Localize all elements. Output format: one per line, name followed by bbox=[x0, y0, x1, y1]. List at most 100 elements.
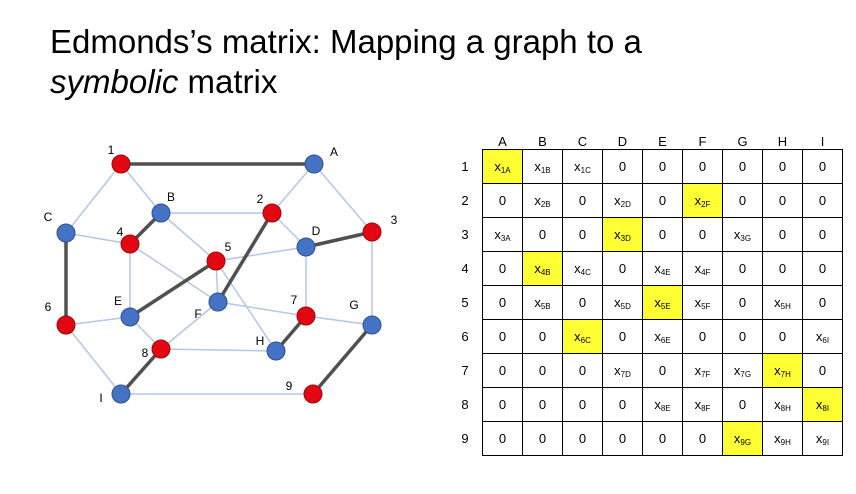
cell-value: 0 bbox=[818, 193, 827, 208]
matrix-cell: x2B bbox=[522, 183, 563, 218]
matrix-row: 2 0 x2B 0 x2D 0 x2F 0 0 0 bbox=[448, 183, 843, 218]
matrix-cell: 0 bbox=[522, 387, 563, 422]
cell-value: 0 bbox=[578, 295, 587, 310]
column-header-A: A bbox=[498, 133, 507, 149]
matrix-cell: x7D bbox=[602, 353, 643, 388]
cell-subscript: 9G bbox=[740, 437, 752, 447]
matrix-cell: 0 bbox=[562, 421, 603, 456]
cell-subscript: 4E bbox=[660, 267, 671, 277]
cell-value: x bbox=[494, 158, 501, 174]
matrix-cell: x5F bbox=[682, 285, 723, 320]
matrix-cell: x5H bbox=[762, 285, 803, 320]
cell-subscript: 1B bbox=[540, 165, 551, 175]
cell-value: 0 bbox=[498, 397, 507, 412]
cell-value: 0 bbox=[778, 261, 787, 276]
cell-subscript: 5E bbox=[660, 301, 671, 311]
cell-subscript: 7D bbox=[620, 369, 631, 379]
cell-subscript: 6I bbox=[822, 335, 830, 345]
matrix-cell: 0 bbox=[522, 353, 563, 388]
cell-value: x bbox=[815, 430, 823, 446]
matrix-cell: 0 bbox=[802, 353, 843, 388]
matrix-cell: 0 bbox=[522, 319, 563, 354]
row-header-7: 7 bbox=[461, 363, 469, 378]
matrix-cell: 0 bbox=[642, 217, 683, 252]
cell-value: 0 bbox=[738, 261, 747, 276]
matrix-cell: x9H bbox=[762, 421, 803, 456]
cell-value: x bbox=[815, 328, 823, 344]
title-line-1: Edmonds’s matrix: Mapping a graph to a bbox=[50, 23, 642, 60]
column-header-I: I bbox=[820, 133, 825, 149]
cell-value: 0 bbox=[538, 329, 547, 344]
cell-subscript: 8E bbox=[660, 403, 671, 413]
matrix-cell: x9I bbox=[802, 421, 843, 456]
matrix-cell: x1B bbox=[522, 149, 563, 184]
cell-value: 0 bbox=[818, 261, 827, 276]
cell-value: 0 bbox=[818, 363, 827, 378]
cell-value: x bbox=[694, 260, 702, 276]
matrix-cell: 0 bbox=[562, 183, 603, 218]
matrix-cell-matched: x9G bbox=[722, 421, 763, 456]
matrix-cell: x5D bbox=[602, 285, 643, 320]
matrix-cell: x8H bbox=[762, 387, 803, 422]
node-G bbox=[362, 315, 382, 335]
matrix-cell: x4E bbox=[642, 251, 683, 286]
cell-subscript: 5H bbox=[780, 301, 791, 311]
matrix-cell: x4F bbox=[682, 251, 723, 286]
edge-8-H bbox=[160, 348, 277, 352]
cell-value: x bbox=[614, 362, 621, 378]
cell-subscript: 4B bbox=[540, 267, 551, 277]
column-header-H: H bbox=[777, 133, 788, 149]
matrix-cell: 0 bbox=[802, 183, 843, 218]
cell-value: 0 bbox=[538, 227, 547, 242]
cell-value: 0 bbox=[578, 431, 587, 446]
cell-value: 0 bbox=[618, 329, 627, 344]
cell-subscript: 1A bbox=[500, 165, 511, 175]
cell-subscript: 1C bbox=[580, 165, 591, 175]
matrix-cell: 0 bbox=[562, 353, 603, 388]
cell-value: 0 bbox=[658, 431, 667, 446]
title-italic-word: symbolic bbox=[50, 63, 179, 100]
cell-value: x bbox=[774, 362, 781, 378]
row-header-5: 5 bbox=[461, 295, 469, 310]
cell-subscript: 6E bbox=[660, 335, 671, 345]
graph-nodes bbox=[56, 154, 382, 404]
cell-value: x bbox=[534, 294, 541, 310]
matrix-row: 8 0 0 0 0 x8E x8F 0 x8H x8I bbox=[448, 387, 843, 422]
matrix-cell: 0 bbox=[722, 387, 763, 422]
cell-value: x bbox=[694, 192, 702, 208]
matrix-cell: 0 bbox=[482, 251, 523, 286]
cell-value: 0 bbox=[738, 295, 747, 310]
node-label-A: A bbox=[330, 145, 338, 159]
edge-C-4 bbox=[65, 232, 131, 245]
matrix-cell-matched: x2F bbox=[682, 183, 723, 218]
cell-value: 0 bbox=[658, 227, 667, 242]
matrix-cell: 0 bbox=[642, 183, 683, 218]
cell-value: 0 bbox=[738, 329, 747, 344]
cell-value: 0 bbox=[498, 261, 507, 276]
cell-subscript: 9H bbox=[780, 437, 791, 447]
cell-subscript: 6C bbox=[580, 335, 591, 345]
node-5 bbox=[206, 251, 226, 271]
cell-value: 0 bbox=[498, 363, 507, 378]
cell-value: 0 bbox=[578, 193, 587, 208]
cell-subscript: 3A bbox=[500, 233, 511, 243]
matrix-cell: 0 bbox=[802, 149, 843, 184]
edge-1-C bbox=[65, 163, 122, 234]
matching-edge-2-F bbox=[216, 212, 274, 303]
cell-value: x bbox=[614, 294, 621, 310]
node-H bbox=[266, 341, 286, 361]
node-B bbox=[151, 203, 171, 223]
matrix-cell: x5B bbox=[522, 285, 563, 320]
cell-subscript: 9I bbox=[822, 437, 830, 447]
row-header-6: 6 bbox=[461, 329, 469, 344]
cell-subscript: 3G bbox=[740, 233, 752, 243]
cell-value: x bbox=[654, 294, 661, 310]
matching-edges bbox=[64, 162, 374, 396]
matrix-row: 1 x1A x1B x1C 0 0 0 0 0 0 bbox=[448, 149, 843, 184]
node-F bbox=[208, 292, 228, 312]
cell-value: x bbox=[614, 226, 621, 242]
matrix-cell: 0 bbox=[722, 251, 763, 286]
matching-edge-3-D bbox=[305, 230, 373, 249]
cell-value: 0 bbox=[498, 193, 507, 208]
node-C bbox=[56, 223, 76, 243]
